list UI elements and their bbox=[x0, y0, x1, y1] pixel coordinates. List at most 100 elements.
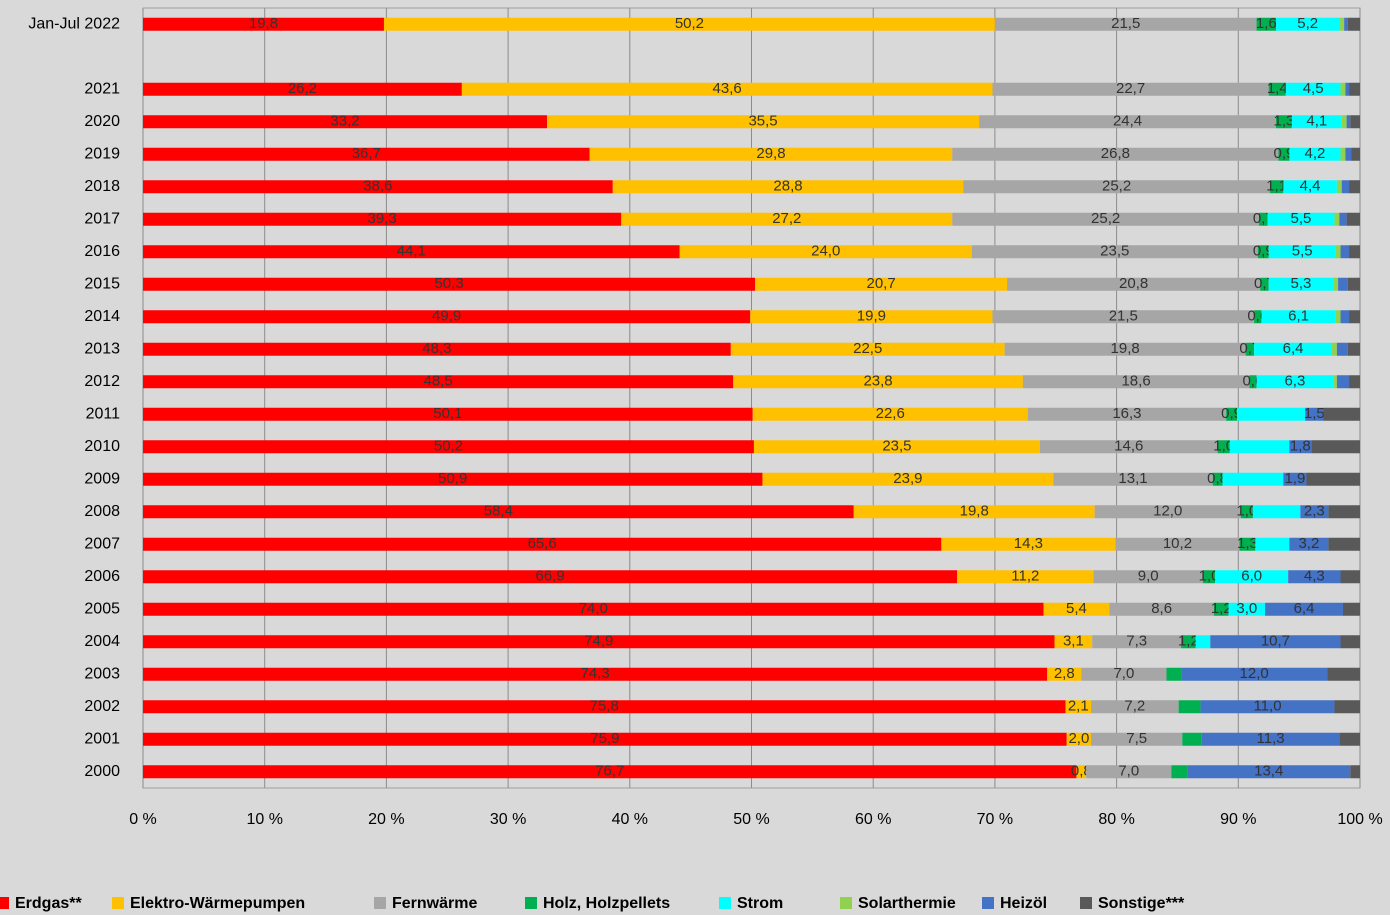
bar-segment bbox=[1267, 212, 1335, 226]
data-label: 74,9 bbox=[584, 633, 613, 650]
bar-segment bbox=[143, 765, 1077, 779]
data-label: 24,0 bbox=[811, 243, 840, 260]
bar-segment bbox=[1347, 277, 1360, 291]
data-label: 1,2 bbox=[1178, 633, 1199, 650]
bar-segment bbox=[1278, 147, 1290, 161]
bar-segment bbox=[589, 147, 953, 161]
bar-segment bbox=[143, 342, 731, 356]
x-tick-label: 90 % bbox=[1220, 811, 1256, 828]
data-label: 0,9 bbox=[1221, 405, 1242, 422]
data-label: 1,5 bbox=[1304, 405, 1325, 422]
bar-segment bbox=[971, 245, 1258, 259]
bar-segment bbox=[1349, 375, 1360, 389]
data-label: 3,0 bbox=[1236, 600, 1257, 617]
bar-segment bbox=[1306, 472, 1360, 486]
bar-segment bbox=[952, 147, 1279, 161]
bar-segment bbox=[143, 537, 942, 551]
data-label: 43,6 bbox=[713, 80, 742, 97]
legend-label: Solarthermie bbox=[858, 895, 956, 912]
data-label: 14,6 bbox=[1114, 438, 1143, 455]
y-tick-label: 2012 bbox=[84, 373, 120, 390]
bar-segment bbox=[1115, 537, 1240, 551]
x-tick-label: 40 % bbox=[612, 811, 648, 828]
y-tick-label: 2006 bbox=[84, 568, 120, 585]
bar-segment bbox=[1336, 375, 1350, 389]
bar-segment bbox=[612, 180, 964, 194]
bar-segment bbox=[1289, 147, 1341, 161]
bar-segment bbox=[1094, 505, 1241, 519]
bar-segment bbox=[1210, 635, 1341, 649]
bar-segment bbox=[1091, 700, 1179, 714]
data-label: 33,2 bbox=[330, 113, 359, 130]
bar-segment bbox=[1256, 17, 1277, 31]
data-label: 36,7 bbox=[352, 145, 381, 162]
legend-label: Heizöl bbox=[1000, 895, 1047, 912]
bar-segment bbox=[1065, 700, 1092, 714]
data-label: 74,0 bbox=[579, 600, 608, 617]
data-label: 11,0 bbox=[1253, 698, 1281, 715]
bar-segment bbox=[1346, 115, 1351, 129]
bar-segment bbox=[1340, 147, 1346, 161]
data-label: 20,8 bbox=[1119, 275, 1148, 292]
y-tick-label: 2004 bbox=[84, 633, 120, 650]
legend-swatch bbox=[525, 897, 537, 909]
x-tick-label: 0 % bbox=[129, 811, 157, 828]
bar-segment bbox=[1229, 440, 1290, 454]
bar-segment bbox=[1268, 277, 1334, 291]
x-tick-label: 60 % bbox=[855, 811, 891, 828]
bar-segment bbox=[1054, 635, 1093, 649]
bar-segment bbox=[1195, 635, 1211, 649]
bar-segment bbox=[143, 505, 854, 519]
bar-segment bbox=[1335, 245, 1341, 259]
bar-segment bbox=[1334, 212, 1340, 226]
bar-segment bbox=[143, 277, 756, 291]
y-tick-label: 2015 bbox=[84, 275, 120, 292]
bar-segment bbox=[547, 115, 980, 129]
data-label: 1,0 bbox=[1199, 568, 1220, 585]
data-label: 21,5 bbox=[1109, 308, 1138, 325]
legend-label: Sonstige*** bbox=[1098, 895, 1185, 912]
bar-segment bbox=[1347, 342, 1360, 356]
bar-segment bbox=[1340, 635, 1360, 649]
bar-segment bbox=[1276, 115, 1292, 129]
bar-segment bbox=[1092, 635, 1182, 649]
data-label: 5,5 bbox=[1291, 210, 1312, 227]
bar-segment bbox=[1181, 667, 1328, 681]
data-label: 50,2 bbox=[434, 438, 463, 455]
data-label: 26,2 bbox=[288, 80, 317, 97]
bar-segment bbox=[1226, 407, 1238, 421]
data-label: 23,8 bbox=[863, 373, 892, 390]
data-label: 19,9 bbox=[857, 308, 886, 325]
bar-segment bbox=[1347, 17, 1360, 31]
bar-segment bbox=[1300, 505, 1329, 519]
bar-segment bbox=[1228, 602, 1266, 616]
bar-segment bbox=[1269, 180, 1284, 194]
y-tick-label: 2020 bbox=[84, 113, 120, 130]
bar-segment bbox=[753, 440, 1040, 454]
bar-segment bbox=[1342, 602, 1360, 616]
data-label: 28,8 bbox=[773, 178, 802, 195]
data-label: 11,2 bbox=[1011, 568, 1039, 585]
bar-segment bbox=[143, 407, 753, 421]
bar-segment bbox=[752, 407, 1028, 421]
data-label: 19,8 bbox=[249, 15, 278, 32]
data-label: 22,5 bbox=[853, 340, 882, 357]
data-label: 23,9 bbox=[893, 470, 922, 487]
bar-segment bbox=[1093, 570, 1204, 584]
bar-segment bbox=[1249, 375, 1257, 389]
bar-segment bbox=[1340, 245, 1350, 259]
bar-segment bbox=[1334, 700, 1360, 714]
bar-segment bbox=[143, 472, 763, 486]
bar-segment bbox=[1004, 342, 1246, 356]
bar-segment bbox=[143, 82, 462, 96]
bar-segment bbox=[1333, 375, 1337, 389]
bar-segment bbox=[1171, 765, 1188, 779]
bar-segment bbox=[1344, 17, 1348, 31]
data-label: 24,4 bbox=[1113, 113, 1142, 130]
bar-segment bbox=[461, 82, 993, 96]
bar-segment bbox=[1081, 667, 1167, 681]
y-tick-label: 2011 bbox=[86, 405, 121, 422]
bar-segment bbox=[1345, 147, 1352, 161]
bar-segment bbox=[1201, 732, 1340, 746]
bar-segment bbox=[143, 700, 1066, 714]
